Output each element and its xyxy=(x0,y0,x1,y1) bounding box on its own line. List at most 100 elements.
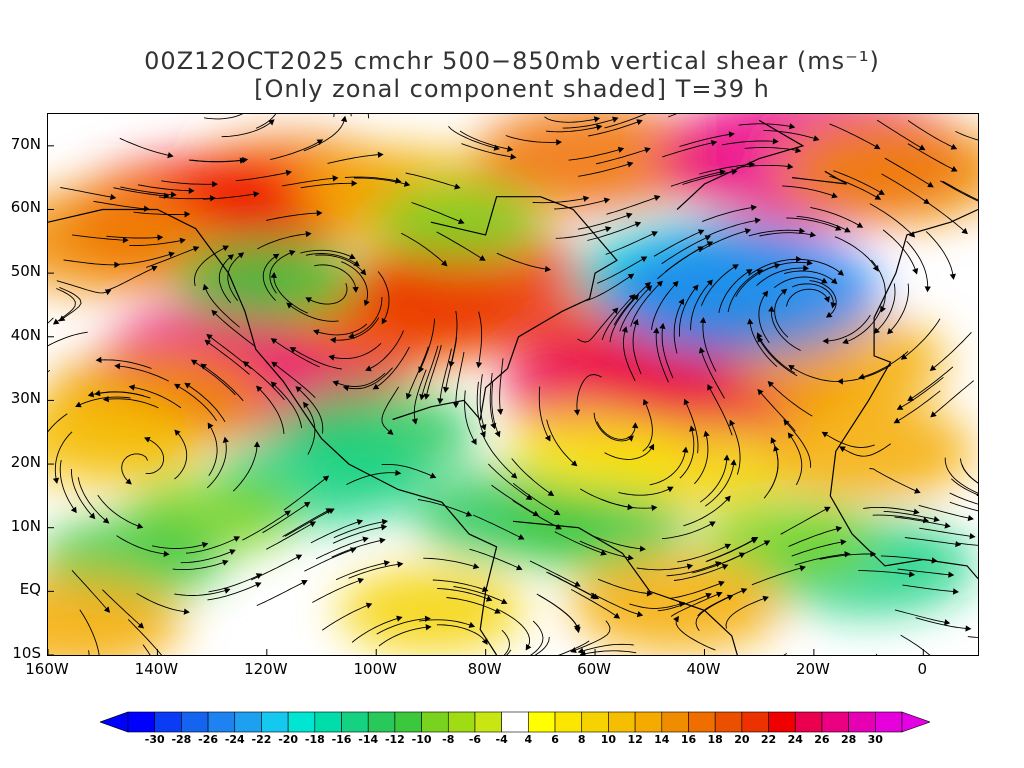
streamline-arrow xyxy=(729,419,736,427)
streamline xyxy=(203,284,240,328)
streamline-arrow xyxy=(738,552,746,559)
colorbar-label: 20 xyxy=(734,733,750,746)
streamline xyxy=(411,202,464,224)
streamline xyxy=(942,180,978,201)
colorbar-label: -30 xyxy=(144,733,165,746)
streamline-arrow xyxy=(821,277,828,284)
streamline xyxy=(673,299,684,354)
streamline-arrow xyxy=(295,386,302,393)
streamline xyxy=(425,344,442,399)
colorbar-swatch xyxy=(768,711,796,733)
streamline-arrow xyxy=(644,147,651,154)
streamline xyxy=(707,384,733,436)
streamline xyxy=(511,458,554,496)
lat-tick-label: 70N xyxy=(10,134,41,153)
colorbar-label: -18 xyxy=(304,733,325,746)
colorbar-swatch xyxy=(234,711,262,733)
streamline xyxy=(310,520,363,544)
streamline xyxy=(200,363,244,402)
streamline-arrow xyxy=(353,260,360,267)
streamline xyxy=(605,231,658,255)
colorbar xyxy=(100,711,930,733)
streamline xyxy=(185,536,240,554)
streamline xyxy=(351,616,402,643)
streamline-arrow xyxy=(918,144,926,151)
streamline-arrow xyxy=(200,363,207,370)
lon-tick-label: 80W xyxy=(467,660,502,678)
streamline xyxy=(488,463,532,500)
streamline-arrow xyxy=(726,594,734,601)
streamline xyxy=(436,231,486,261)
streamline xyxy=(450,310,458,367)
streamline xyxy=(116,535,169,555)
streamline-arrow xyxy=(465,510,473,517)
streamline xyxy=(133,211,190,215)
streamline xyxy=(256,580,308,607)
streamline-arrow xyxy=(303,401,310,409)
streamline xyxy=(694,431,709,485)
streamline xyxy=(601,498,657,509)
streamline xyxy=(491,484,539,517)
streamline-arrow xyxy=(626,212,633,219)
streamline xyxy=(702,317,717,372)
chart-title: 00Z12OCT2025 cmchr 500−850mb vertical sh… xyxy=(144,47,880,75)
streamline xyxy=(93,200,149,210)
streamline xyxy=(751,566,806,586)
streamline-arrow xyxy=(380,524,388,531)
streamline-arrow xyxy=(201,541,209,548)
colorbar-swatch xyxy=(181,711,209,733)
colorbar-label: -14 xyxy=(358,733,379,746)
streamline xyxy=(188,159,245,163)
streamline xyxy=(842,305,883,344)
streamline-arrow xyxy=(525,494,533,501)
streamline xyxy=(283,475,329,511)
streamline xyxy=(721,140,778,146)
streamline xyxy=(115,365,169,382)
streamline xyxy=(184,382,226,423)
streamline-arrow xyxy=(475,361,483,369)
streamline-arrow xyxy=(350,547,357,554)
shear-blob xyxy=(173,236,360,323)
streamline xyxy=(413,369,427,424)
streamline xyxy=(106,266,157,291)
streamline-arrow xyxy=(612,116,619,123)
streamline-arrow xyxy=(151,265,158,272)
streamline xyxy=(75,396,131,407)
streamline xyxy=(512,500,562,530)
streamline xyxy=(305,283,348,305)
colorbar-label: -22 xyxy=(251,733,272,746)
streamline-arrow xyxy=(583,195,590,202)
streamline-arrow xyxy=(494,608,501,614)
streamline-arrow xyxy=(799,565,806,572)
streamline xyxy=(698,229,751,252)
streamline-arrow xyxy=(253,441,261,448)
streamline xyxy=(376,617,430,635)
streamline-arrow xyxy=(824,506,831,513)
streamline xyxy=(113,187,169,197)
streamline-arrow xyxy=(168,251,175,258)
streamline xyxy=(894,390,941,424)
streamline-arrow xyxy=(603,197,611,204)
streamline-arrow xyxy=(751,537,759,543)
streamline-arrow xyxy=(52,477,60,484)
colorbar-label: 10 xyxy=(600,733,617,746)
lat-tick-label: 30N xyxy=(10,389,41,408)
streamline-arrow xyxy=(950,166,958,172)
streamline xyxy=(606,195,660,215)
shear-blob xyxy=(508,411,682,492)
streamline-arrow xyxy=(706,279,713,286)
streamline-arrow xyxy=(969,532,976,540)
streamline xyxy=(642,399,653,452)
streamline xyxy=(204,114,244,120)
streamline-arrow xyxy=(395,469,402,476)
streamline xyxy=(191,359,236,396)
streamline xyxy=(373,346,410,390)
colorbar-swatch xyxy=(688,711,716,733)
streamline-arrow xyxy=(104,289,112,296)
streamline-arrow xyxy=(705,592,712,599)
streamline xyxy=(588,120,643,137)
streamline-arrow xyxy=(332,380,339,387)
streamline xyxy=(822,431,875,448)
streamline-arrow xyxy=(507,145,514,152)
streamline-arrow xyxy=(555,523,562,530)
